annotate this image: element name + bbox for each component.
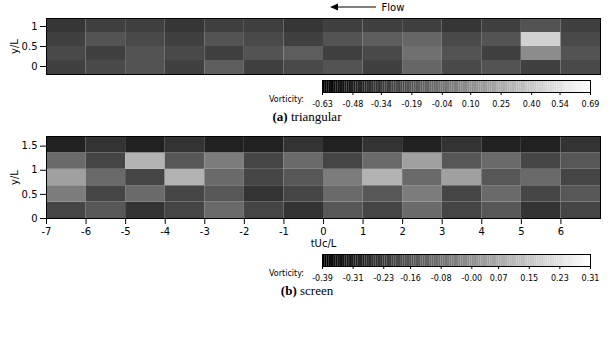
svg-text:tUc/L: tUc/L xyxy=(311,238,337,249)
svg-text:-0.00: -0.00 xyxy=(461,274,482,282)
svg-text:-0.08: -0.08 xyxy=(431,274,452,282)
svg-text:-2: -2 xyxy=(239,226,249,237)
svg-text:6: 6 xyxy=(558,226,564,237)
svg-text:0.07: 0.07 xyxy=(490,274,508,282)
svg-text:3: 3 xyxy=(439,226,445,237)
svg-text:-3: -3 xyxy=(200,226,210,237)
svg-text:0.5: 0.5 xyxy=(22,189,38,200)
svg-text:1: 1 xyxy=(31,164,37,175)
svg-text:1: 1 xyxy=(360,226,366,237)
svg-text:-0.04: -0.04 xyxy=(432,100,453,108)
svg-text:-6: -6 xyxy=(81,226,91,237)
svg-text:4: 4 xyxy=(479,226,485,237)
html-text:(a) triangular: (a) triangular xyxy=(272,109,342,124)
svg-text:-0.16: -0.16 xyxy=(400,274,421,282)
svg-text:-0.63: -0.63 xyxy=(312,100,333,108)
svg-text:0.23: 0.23 xyxy=(551,274,569,282)
svg-text:0.25: 0.25 xyxy=(492,100,510,108)
svg-text:-0.19: -0.19 xyxy=(401,100,422,108)
svg-text:0: 0 xyxy=(31,213,37,224)
svg-text:0.54: 0.54 xyxy=(551,100,569,108)
svg-text:0: 0 xyxy=(31,61,37,72)
svg-text:y/L: y/L xyxy=(9,39,20,54)
svg-text:1: 1 xyxy=(31,21,37,32)
svg-text:-0.23: -0.23 xyxy=(373,274,394,282)
svg-text:0: 0 xyxy=(320,226,326,237)
svg-text:-0.48: -0.48 xyxy=(343,100,364,108)
svg-text:-0.34: -0.34 xyxy=(371,100,392,108)
svg-text:0.15: 0.15 xyxy=(520,274,538,282)
html-text:(b) screen: (b) screen xyxy=(280,283,334,298)
svg-text:0.10: 0.10 xyxy=(462,100,480,108)
svg-text:-0.39: -0.39 xyxy=(312,274,333,282)
svg-text:2: 2 xyxy=(399,226,405,237)
svg-text:-7: -7 xyxy=(42,226,52,237)
svg-text:-4: -4 xyxy=(160,226,170,237)
svg-text:y/L: y/L xyxy=(9,170,20,185)
svg-text:-1: -1 xyxy=(279,226,289,237)
svg-text:0.5: 0.5 xyxy=(22,41,38,52)
svg-text:-5: -5 xyxy=(121,226,131,237)
svg-text:0.40: 0.40 xyxy=(523,100,541,108)
html-text:Vorticity:: Vorticity: xyxy=(269,269,304,278)
svg-text:-0.31: -0.31 xyxy=(343,274,364,282)
svg-text:0.69: 0.69 xyxy=(582,100,600,108)
svg-text:5: 5 xyxy=(518,226,524,237)
svg-text:0.31: 0.31 xyxy=(582,274,600,282)
svg-text:1.5: 1.5 xyxy=(22,140,38,151)
html-text:Flow: Flow xyxy=(381,1,405,13)
html-text:Vorticity:: Vorticity: xyxy=(269,95,304,104)
